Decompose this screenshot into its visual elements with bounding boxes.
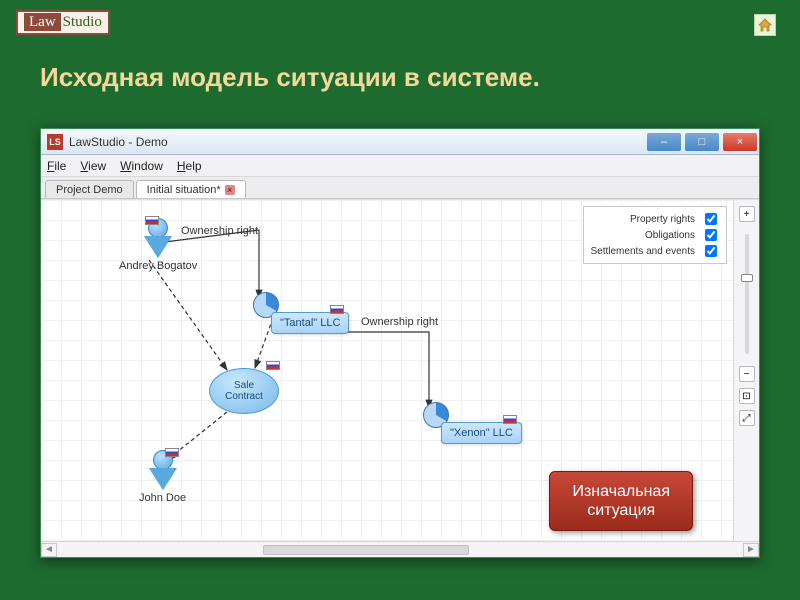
entity-label: "Xenon" LLC <box>450 427 513 439</box>
slide-title: Исходная модель ситуации в системе. <box>40 62 540 93</box>
flag-icon <box>165 448 179 457</box>
zoom-thumb[interactable] <box>741 274 753 282</box>
node-sale-contract[interactable]: Sale Contract <box>209 368 279 414</box>
legend-label: Property rights <box>630 214 695 225</box>
legend-checkbox-settlements[interactable] <box>705 245 717 257</box>
actor-label: Andrey Bogatov <box>119 260 197 272</box>
tab-initial-situation[interactable]: Initial situation* × <box>136 180 246 198</box>
logo-law: Law <box>24 13 61 31</box>
actor-body-icon <box>149 468 177 490</box>
window-title: LawStudio - Demo <box>69 135 168 149</box>
tab-close-icon[interactable]: × <box>225 185 235 195</box>
titlebar: LS LawStudio - Demo – □ × <box>41 129 759 155</box>
zoom-in-button[interactable]: + <box>739 206 755 222</box>
tab-label: Project Demo <box>56 184 123 196</box>
tab-project-demo[interactable]: Project Demo <box>45 180 134 198</box>
scroll-right-button[interactable]: ► <box>743 543 759 557</box>
zoom-slider[interactable] <box>745 234 749 354</box>
flag-icon <box>503 415 517 424</box>
edge-label-ownership-2: Ownership right <box>361 316 438 328</box>
legend-panel: Property rights Obligations Settlements … <box>583 206 727 264</box>
scroll-thumb[interactable] <box>263 545 469 555</box>
flag-icon <box>145 216 159 225</box>
menu-help[interactable]: Help <box>177 159 202 173</box>
canvas-wrap: Andrey Bogatov John Doe "Tantal" LLC "Xe… <box>41 199 759 541</box>
horizontal-scrollbar[interactable]: ◄ ► <box>41 541 759 557</box>
entity-xenon[interactable]: "Xenon" LLC <box>441 422 522 444</box>
legend-checkbox-obligations[interactable] <box>705 229 717 241</box>
flag-icon <box>266 361 280 370</box>
logo-badge: LawStudio <box>16 10 110 35</box>
app-icon: LS <box>47 134 63 150</box>
legend-row: Obligations <box>590 227 720 243</box>
menubar: File View Window Help <box>41 155 759 177</box>
menu-file[interactable]: File <box>47 159 66 173</box>
entity-label: "Tantal" LLC <box>280 317 340 329</box>
close-button[interactable]: × <box>723 133 757 151</box>
zoom-out-button[interactable]: − <box>739 366 755 382</box>
legend-row: Settlements and events <box>590 243 720 259</box>
entity-tantal[interactable]: "Tantal" LLC <box>271 312 349 334</box>
actor-john[interactable]: John Doe <box>139 450 186 504</box>
flag-icon <box>330 305 344 314</box>
actor-label: John Doe <box>139 492 186 504</box>
callout-text: Изначальная ситуация <box>572 483 670 519</box>
oval-label: Sale Contract <box>225 380 263 402</box>
zoom-rail: + − ⊡ ⤢ <box>733 200 759 541</box>
menu-view[interactable]: View <box>80 159 106 173</box>
actor-body-icon <box>144 236 172 258</box>
diagram-canvas[interactable]: Andrey Bogatov John Doe "Tantal" LLC "Xe… <box>41 200 733 541</box>
tabstrip: Project Demo Initial situation* × <box>41 177 759 199</box>
legend-label: Settlements and events <box>590 246 695 257</box>
callout-box: Изначальная ситуация <box>549 471 693 531</box>
maximize-button[interactable]: □ <box>685 133 719 151</box>
legend-checkbox-property[interactable] <box>705 213 717 225</box>
minimize-button[interactable]: – <box>647 133 681 151</box>
edge-label-ownership-1: Ownership right <box>181 225 258 237</box>
zoom-full-button[interactable]: ⤢ <box>739 410 755 426</box>
zoom-fit-button[interactable]: ⊡ <box>739 388 755 404</box>
logo-studio: Studio <box>63 14 102 30</box>
scroll-track[interactable] <box>57 543 743 557</box>
scroll-left-button[interactable]: ◄ <box>41 543 57 557</box>
app-window: LS LawStudio - Demo – □ × File View Wind… <box>40 128 760 558</box>
home-icon[interactable] <box>754 14 776 36</box>
tab-label: Initial situation* <box>147 184 221 196</box>
menu-window[interactable]: Window <box>120 159 163 173</box>
legend-row: Property rights <box>590 211 720 227</box>
legend-label: Obligations <box>645 230 695 241</box>
window-controls: – □ × <box>645 130 759 154</box>
